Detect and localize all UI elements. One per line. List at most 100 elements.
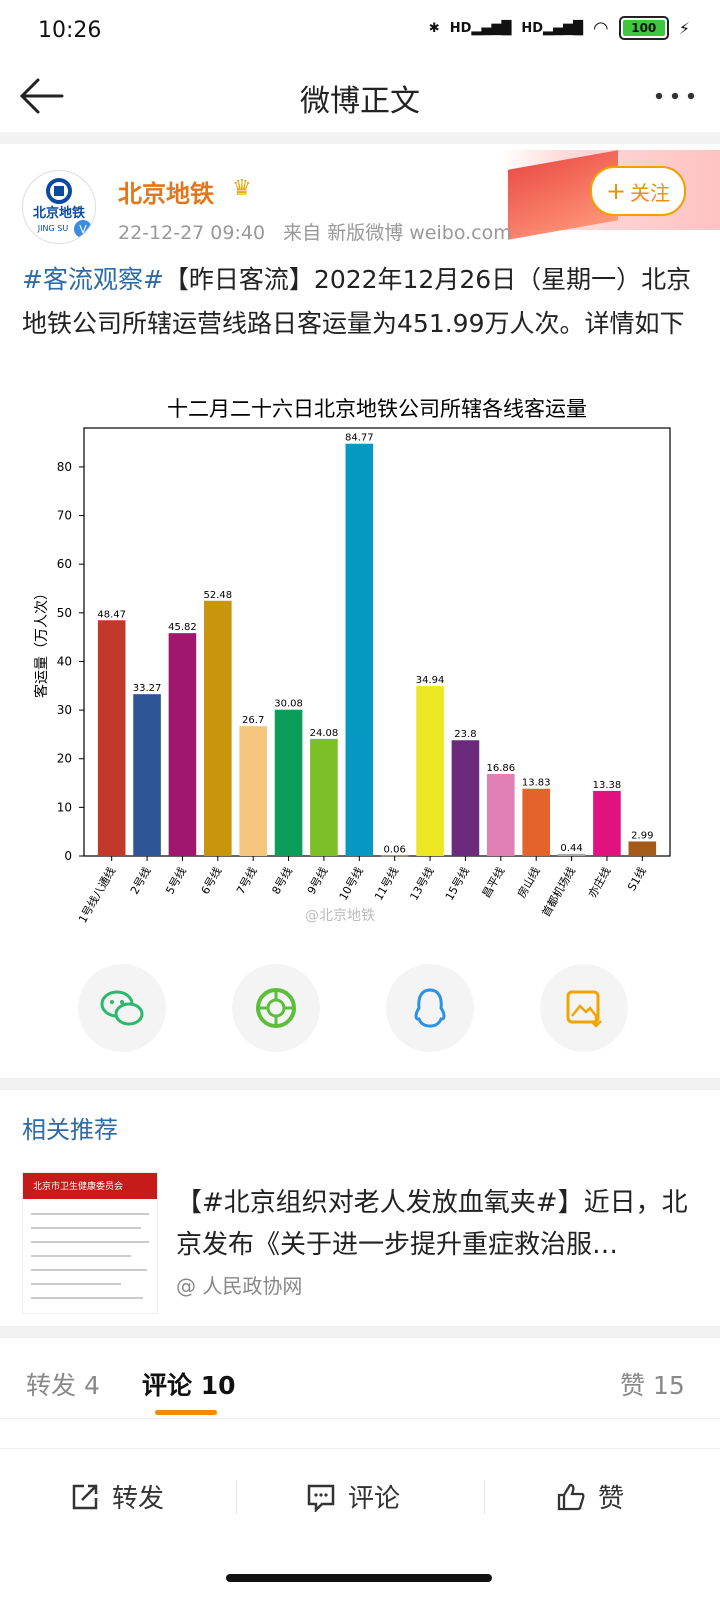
- share-moments-button[interactable]: [232, 964, 320, 1052]
- more-button[interactable]: [650, 76, 700, 116]
- thumbs-up-icon: [557, 1483, 585, 1510]
- data-label: 0.06: [384, 845, 406, 856]
- bar-13号线: [416, 686, 444, 856]
- top-nav: 微博正文: [0, 62, 720, 132]
- y-tick-label: 50: [57, 606, 72, 620]
- bar-11号线: [380, 855, 409, 857]
- username[interactable]: 北京地铁: [118, 180, 214, 208]
- y-tick-label: 20: [57, 752, 72, 766]
- wifi-icon: ◠: [593, 17, 609, 39]
- bluetooth-icon: ✱: [428, 20, 440, 36]
- status-time: 10:26: [38, 18, 102, 43]
- x-tick-label: 15号线: [442, 865, 472, 903]
- divider: [0, 1418, 720, 1449]
- x-tick-label: 10号线: [336, 865, 366, 903]
- like-label: 赞: [598, 1484, 625, 1514]
- repost-button[interactable]: 转发: [70, 1478, 164, 1515]
- signal-icon-1: HD▂▄▆█: [449, 20, 512, 36]
- avatar[interactable]: 北京地铁 JING SU V: [22, 170, 96, 244]
- x-tick-label: 亦庄线: [585, 865, 614, 901]
- post-source: 来自 新版微博 weibo.com: [283, 222, 512, 244]
- y-tick-label: 30: [57, 703, 72, 717]
- post-time: 22-12-27 09:40: [118, 222, 266, 244]
- x-tick-label: 2号线: [127, 865, 154, 897]
- bar-S1线: [628, 841, 657, 856]
- status-icons: ✱ HD▂▄▆█ HD▂▄▆█ ◠ 100 ⚡: [429, 16, 690, 40]
- x-tick-label: 11号线: [371, 865, 401, 903]
- bar-亦庄线: [593, 790, 621, 856]
- post-meta: 22-12-27 09:40 来自 新版微博 weibo.com: [118, 218, 512, 245]
- y-tick-label: 60: [57, 557, 72, 571]
- related-thumbnail[interactable]: 北京市卫生健康委员会: [22, 1172, 158, 1314]
- y-tick-label: 80: [57, 460, 72, 474]
- comment-label: 评论: [348, 1484, 401, 1514]
- x-tick-label: 7号线: [233, 865, 260, 897]
- x-tick-label: S1线: [624, 865, 649, 894]
- x-tick-label: 9号线: [304, 865, 331, 897]
- share-qq-button[interactable]: [386, 964, 474, 1052]
- data-label: 23.8: [454, 729, 476, 740]
- like-button[interactable]: 赞: [556, 1478, 624, 1515]
- x-tick-label: 5号线: [162, 865, 189, 897]
- y-tick-label: 0: [64, 849, 72, 863]
- bar-chart: 十二月二十六日北京地铁公司所辖各线客运量 0 10 20 30 40 50 60 70 80 客运量…: [33, 397, 671, 926]
- x-tick-label: 1号线八通线: [75, 865, 118, 926]
- qq-icon: [414, 988, 446, 1028]
- data-label: 13.38: [593, 780, 622, 791]
- save-image-button[interactable]: [540, 964, 628, 1052]
- share-wechat-button[interactable]: [78, 964, 166, 1052]
- x-tick-label: 房山线: [514, 865, 543, 901]
- comment-button[interactable]: 评论: [306, 1478, 400, 1515]
- y-tick-label: 40: [57, 654, 72, 668]
- signal-icon-2: HD▂▄▆█: [521, 20, 584, 36]
- x-tick-label: 首都机场线: [539, 865, 579, 920]
- data-label: 84.77: [345, 433, 374, 444]
- hashtag-link[interactable]: #客流观察#: [22, 265, 164, 294]
- x-tick-label: 8号线: [269, 865, 296, 897]
- tab-likes[interactable]: 赞 15: [620, 1371, 685, 1400]
- plus-icon: +: [605, 177, 627, 205]
- battery-icon: 100: [618, 16, 669, 40]
- data-label: 26.7: [242, 715, 264, 726]
- bar-10号线: [345, 443, 374, 856]
- bar-8号线: [274, 709, 303, 856]
- bar-1号线八通线: [97, 620, 126, 856]
- x-tick-label: 13号线: [407, 865, 437, 903]
- data-label: 34.94: [416, 675, 445, 686]
- bar-昌平线: [487, 773, 515, 856]
- divider: [0, 1078, 720, 1090]
- bar-6号线: [204, 600, 232, 856]
- moments-icon: [256, 988, 296, 1028]
- follow-label: 关注: [630, 180, 671, 205]
- bottom-action-bar: [0, 1448, 720, 1544]
- data-label: 16.86: [486, 763, 515, 774]
- tab-reposts[interactable]: 转发 4: [26, 1371, 100, 1400]
- tab-comments[interactable]: 评论 10: [142, 1371, 236, 1400]
- thumb-header: 北京市卫生健康委员会: [33, 1182, 124, 1192]
- related-title: 相关推荐: [22, 1116, 118, 1144]
- y-tick-label: 70: [57, 509, 72, 523]
- y-tick-label: 10: [57, 800, 72, 814]
- svg-text:JING SU: JING SU: [37, 224, 69, 233]
- svg-text:北京地铁: 北京地铁: [33, 205, 85, 221]
- back-arrow-icon: [19, 78, 64, 114]
- beijing-subway-logo-icon: 北京地铁 JING SU V: [33, 178, 92, 238]
- chart-image[interactable]: 十二月二十六日北京地铁公司所辖各线客运量 0 10 20 30 40 50 60 70 80 客运量…: [0, 390, 720, 930]
- svg-text:V: V: [79, 223, 87, 236]
- comment-icon: [307, 1484, 335, 1512]
- follow-button[interactable]: + 关注: [590, 166, 686, 216]
- x-tick-label: 昌平线: [479, 865, 508, 901]
- bar-房山线: [522, 788, 550, 856]
- y-axis-label: 客运量（万人次）: [33, 586, 50, 698]
- data-label: 24.08: [310, 728, 339, 739]
- data-label: 2.99: [631, 830, 653, 841]
- back-button[interactable]: [18, 76, 66, 116]
- related-article-title[interactable]: 【#北京组织对老人发放血氧夹#】近日，北京发布《关于进一步提升重症救治服…: [176, 1188, 688, 1260]
- post-body: 【昨日客流】2022年12月26日（星期一）北京地铁公司所辖运营线路日客运量为4…: [22, 265, 692, 338]
- data-label: 0.44: [560, 843, 582, 854]
- save-image-icon: [566, 990, 602, 1028]
- data-label: 48.47: [97, 609, 126, 620]
- post-text: #客流观察#【昨日客流】2022年12月26日（星期一）北京地铁公司所辖运营线路…: [22, 258, 698, 346]
- divider: [0, 132, 720, 144]
- home-indicator: [226, 1574, 492, 1582]
